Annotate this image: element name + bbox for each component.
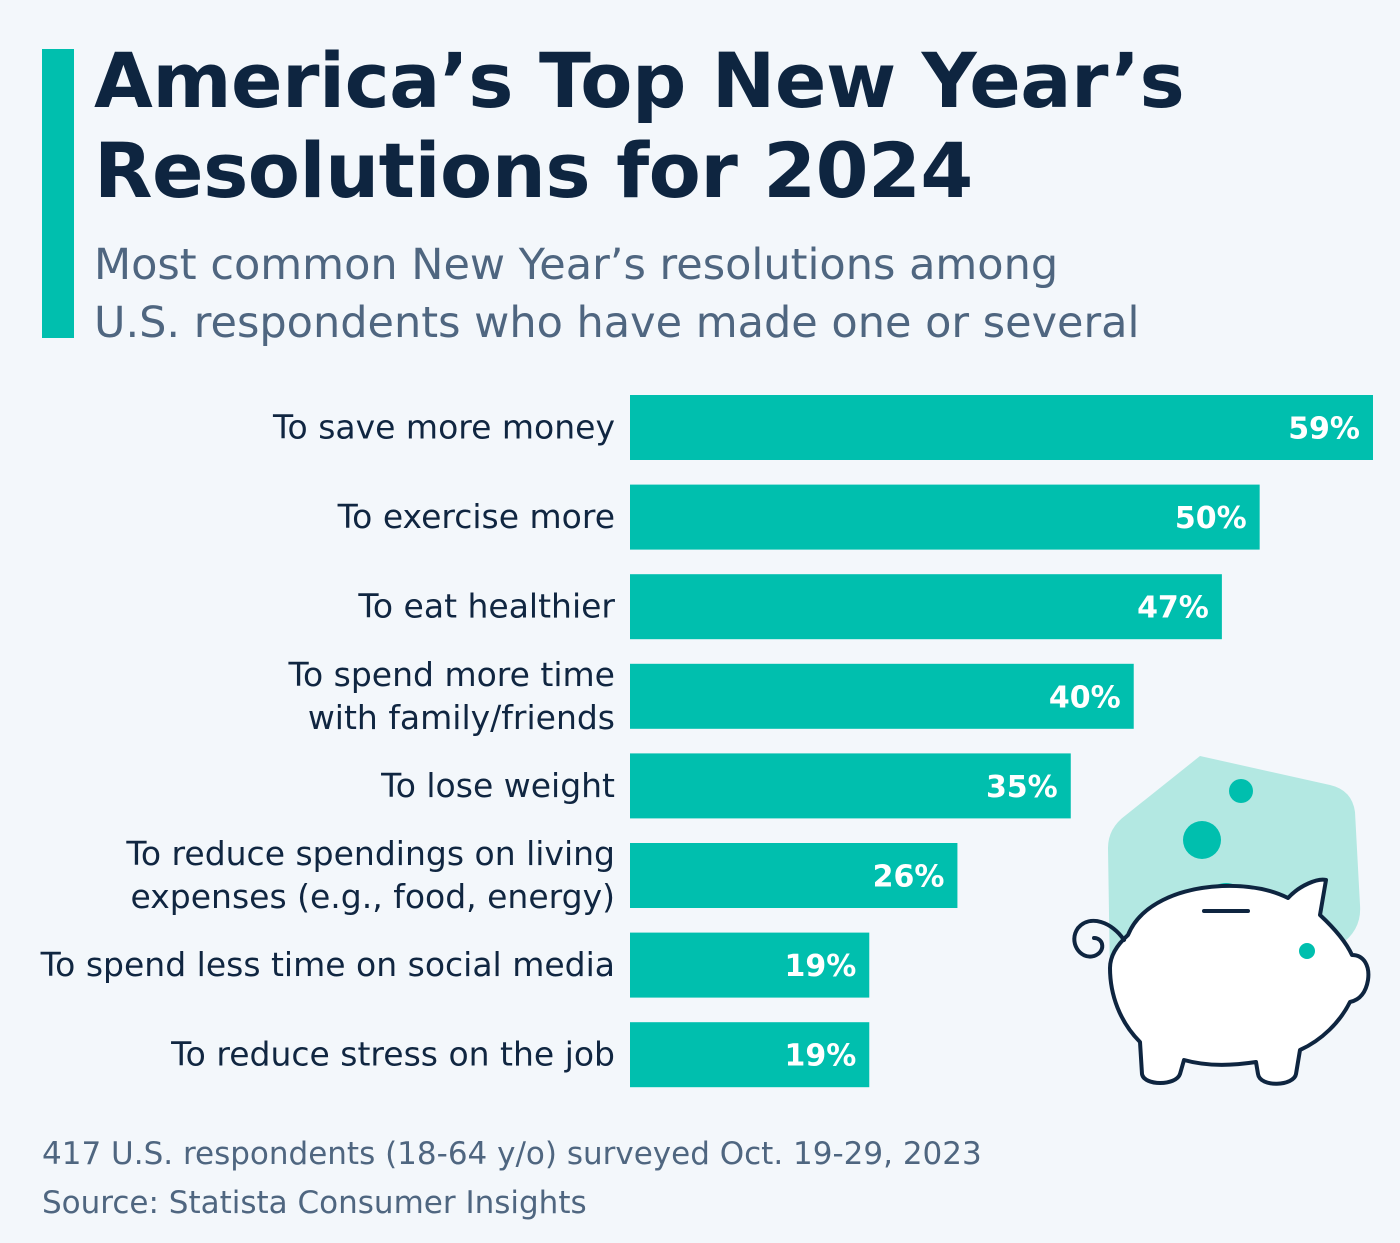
chart-subtitle: Most common New Year’s resolutions among… xyxy=(94,236,1374,352)
bar-3 xyxy=(630,574,1222,640)
piggy-bank-icon xyxy=(1072,756,1371,1086)
source-note: Source: Statista Consumer Insights xyxy=(42,1185,587,1221)
bar-value-label-3: 47% xyxy=(1137,591,1209,626)
chart-subtitle-line-1: Most common New Year’s resolutions among xyxy=(94,240,1059,290)
bar-6 xyxy=(630,843,958,908)
bar-value-label-7: 19% xyxy=(784,949,856,984)
bar-1 xyxy=(630,395,1373,460)
bar-value-label-2: 50% xyxy=(1175,501,1247,536)
coin-medium xyxy=(1183,821,1221,859)
category-label-6-line-2: expenses (e.g., food, energy) xyxy=(131,877,615,916)
bar-4 xyxy=(630,663,1134,729)
chart-title-line-2: Resolutions for 2024 xyxy=(94,126,973,215)
bars-layer: 59% To save more money 50% To exercise more… xyxy=(40,395,1373,1088)
bar-value-label-4: 40% xyxy=(1049,680,1121,715)
survey-note: 417 U.S. respondents (18-64 y/o) surveye… xyxy=(42,1136,982,1172)
bar-5 xyxy=(630,753,1071,819)
category-label-3: To eat healthier xyxy=(357,587,615,626)
bar-value-label-8: 19% xyxy=(784,1039,856,1074)
piggy-bank-eye xyxy=(1299,943,1315,959)
bar-2 xyxy=(630,484,1260,550)
bar-7 xyxy=(630,932,870,998)
bar-value-label-6: 26% xyxy=(873,860,945,895)
bar-value-label-1: 59% xyxy=(1288,412,1360,447)
coin-small xyxy=(1229,779,1253,803)
category-label-4-line-1: To spend more time xyxy=(287,655,615,694)
bar-value-label-5: 35% xyxy=(986,770,1058,805)
chart-footer: 417 U.S. respondents (18-64 y/o) surveye… xyxy=(42,1130,1362,1228)
piggy-bank-body xyxy=(1108,877,1371,1086)
category-label-5: To lose weight xyxy=(380,766,615,805)
category-label-8: To reduce stress on the job xyxy=(170,1035,615,1074)
category-label-7: To spend less time on social media xyxy=(40,945,615,984)
bar-8 xyxy=(630,1022,870,1088)
piggy-bank-tail xyxy=(1072,918,1126,959)
category-label-1: To save more money xyxy=(272,408,615,447)
category-label-4-line-2: with family/friends xyxy=(308,698,615,737)
category-label-2: To exercise more xyxy=(337,497,615,536)
title-accent-bar xyxy=(42,49,74,338)
chart-subtitle-line-2: U.S. respondents who have made one or se… xyxy=(94,298,1140,348)
chart-title: America’s Top New Year’s Resolutions for… xyxy=(94,36,1374,216)
category-label-6-line-1: To reduce spendings on living xyxy=(125,834,615,873)
chart-title-line-1: America’s Top New Year’s xyxy=(94,36,1185,125)
